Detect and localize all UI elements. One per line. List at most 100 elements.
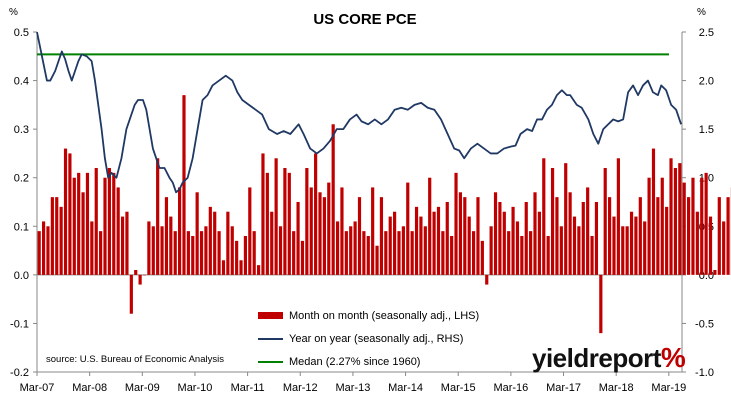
mom-bar <box>529 231 533 275</box>
mom-bar <box>353 221 357 275</box>
mom-bar <box>335 221 340 275</box>
mom-bar <box>235 240 239 275</box>
mom-bar <box>673 168 678 275</box>
mom-bar <box>375 245 379 275</box>
mom-bar <box>50 197 54 275</box>
mom-bar <box>309 187 313 275</box>
mom-bar <box>419 216 423 275</box>
mom-bar <box>151 226 155 275</box>
mom-bar <box>270 211 274 275</box>
mom-bar <box>142 274 147 276</box>
mom-bar <box>493 192 498 275</box>
mom-bar <box>226 211 230 275</box>
mom-bar <box>564 163 568 275</box>
mom-bar <box>471 231 476 275</box>
mom-bar <box>300 240 305 275</box>
mom-bar <box>296 202 300 275</box>
mom-bar <box>379 197 384 275</box>
mom-bar <box>708 216 713 275</box>
mom-bar <box>594 202 599 275</box>
x-tick-label: Mar-14 <box>388 382 423 394</box>
mom-bar <box>191 236 195 275</box>
mom-bar <box>195 192 199 275</box>
mom-bar <box>441 231 445 275</box>
mom-bar <box>125 211 129 275</box>
mom-bar <box>410 231 414 275</box>
logo-text-report: report <box>588 343 662 373</box>
source-note: source: U.S. Bureau of Economic Analysis <box>46 354 224 365</box>
y-right-tick-label: 2.5 <box>699 27 714 39</box>
mom-bar <box>480 240 484 275</box>
x-tick-label: Mar-08 <box>72 382 107 394</box>
mom-bar <box>445 202 449 275</box>
x-tick-label: Mar-17 <box>546 382 581 394</box>
mom-bar <box>357 197 362 275</box>
mom-bar <box>432 211 436 275</box>
mom-bar <box>546 236 550 275</box>
mom-bar <box>577 226 581 275</box>
mom-bar <box>629 211 634 275</box>
y-left-tick-label: 0.1 <box>14 221 29 233</box>
mom-bar <box>366 236 370 275</box>
mom-bar <box>120 216 125 275</box>
mom-bar <box>265 172 269 275</box>
mom-bar <box>283 168 287 275</box>
mom-bar <box>726 197 730 275</box>
mom-bar <box>643 221 647 275</box>
mom-bar <box>550 168 555 275</box>
mom-bar <box>691 177 695 275</box>
mom-bar <box>55 197 59 275</box>
legend-label-yoy: Year on year (seasonally adj., RHS) <box>289 332 464 345</box>
mom-bar <box>555 197 559 275</box>
yieldreport-logo: yieldreport% <box>532 342 686 374</box>
mom-bar <box>278 226 283 275</box>
mom-bar <box>489 226 493 275</box>
mom-bar <box>239 260 243 275</box>
y-right-tick-label: -0.5 <box>695 318 714 330</box>
mom-bar <box>77 172 81 275</box>
mom-bar <box>463 197 467 275</box>
mom-bar <box>586 187 590 275</box>
mom-bar <box>414 206 419 275</box>
x-tick-label: Mar-16 <box>493 382 528 394</box>
mom-bar <box>107 168 111 275</box>
y-right-tick-label: 2.0 <box>699 76 714 88</box>
mom-bar <box>406 182 410 275</box>
mom-bar <box>41 221 46 275</box>
x-tick-label: Mar-11 <box>231 382 265 394</box>
mom-bar <box>217 231 221 275</box>
mom-bar <box>450 236 454 275</box>
mom-bar <box>204 226 208 275</box>
mom-bar <box>638 197 642 275</box>
mom-bar <box>230 226 234 275</box>
mom-bar <box>261 153 265 275</box>
mom-bar <box>572 216 577 275</box>
x-tick-label: Mar-09 <box>125 382 160 394</box>
mom-bar <box>68 153 72 275</box>
y-left-unit-label: % <box>9 7 18 18</box>
mom-bar <box>169 216 173 275</box>
mom-bar <box>243 236 248 275</box>
mom-bar <box>498 202 502 275</box>
mom-bar <box>700 177 704 275</box>
mom-bar <box>305 168 309 275</box>
mom-bar <box>625 226 629 275</box>
yoy-line <box>36 31 682 194</box>
mom-bar <box>502 211 506 275</box>
mom-bar <box>221 260 226 275</box>
mom-bar <box>156 158 160 275</box>
mom-bar <box>485 274 489 285</box>
x-tick-label: Mar-19 <box>651 382 686 394</box>
mom-bar <box>621 226 625 275</box>
legend-item-yoy: Year on year (seasonally adj., RHS) <box>258 327 479 350</box>
logo-percent-icon: % <box>660 342 686 373</box>
mom-bar <box>559 226 563 275</box>
mom-bar <box>393 211 397 275</box>
mom-bar <box>213 211 217 275</box>
mom-bar <box>248 187 252 275</box>
mom-bar <box>388 216 392 275</box>
mom-bar <box>423 226 427 275</box>
mom-bar <box>656 197 660 275</box>
legend-swatch-median <box>258 360 283 363</box>
